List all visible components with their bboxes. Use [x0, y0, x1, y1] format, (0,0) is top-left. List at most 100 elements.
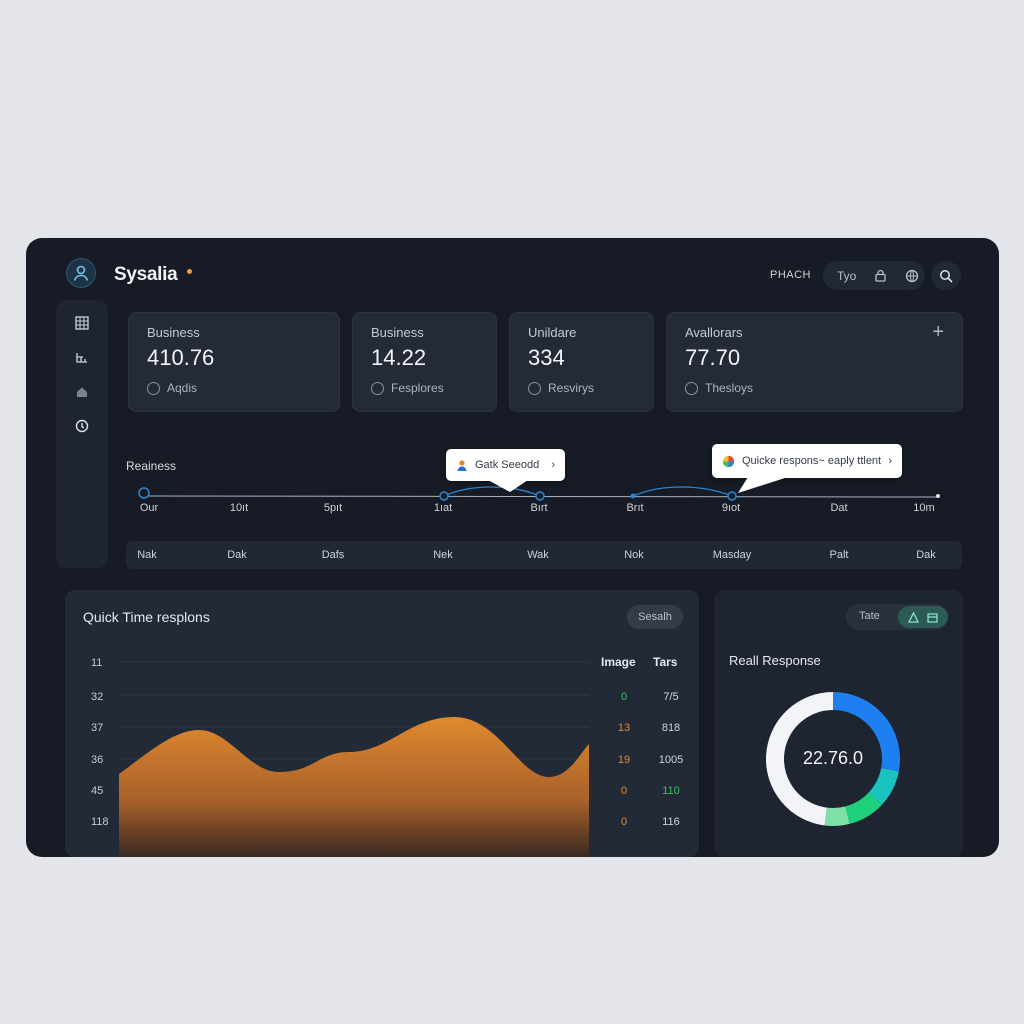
calendar-icon [927, 612, 938, 623]
chevron-right-icon: › [888, 455, 892, 467]
tooltip-text: Quicke respons~ eaply ttlent [742, 455, 882, 467]
add-button[interactable]: + [932, 321, 944, 343]
hierarchy-icon[interactable] [73, 349, 91, 367]
donut-center-value: 22.76.0 [803, 748, 863, 768]
card-value: 77.70 [685, 345, 741, 370]
top-pill[interactable]: Tyo [823, 261, 925, 290]
check-circle-icon [685, 381, 698, 395]
day-label[interactable]: Masday [712, 549, 752, 561]
table-cell-image: 19 [617, 754, 631, 766]
brand-dot [187, 269, 192, 274]
day-bar: Nak Dak Dafs Nek Wak Nok Masday Palt Dak [126, 541, 962, 569]
column-header-tars[interactable]: Tars [653, 655, 678, 669]
card-label: Avallorars [685, 325, 743, 340]
clock-icon[interactable] [73, 417, 91, 435]
tooltip-left-pointer [488, 480, 528, 492]
stat-card-1[interactable]: Business 410.76 Aqdis [128, 312, 340, 412]
table-cell-tars: 7/5 [663, 691, 679, 703]
card-value: 14.22 [371, 345, 427, 370]
column-header-image[interactable]: Image [601, 655, 636, 669]
table-cell-image: 13 [617, 722, 631, 734]
timeline-node[interactable] [439, 491, 449, 501]
colorful-logo-icon [722, 455, 735, 467]
timeline-tick: Brıt [626, 502, 644, 514]
card-label: Unildare [528, 325, 577, 340]
user-icon [73, 265, 89, 281]
day-label[interactable]: Nok [624, 549, 644, 561]
table-cell-tars: 116 [662, 816, 680, 828]
toggle-active[interactable] [898, 606, 948, 628]
day-label[interactable]: Wak [527, 549, 549, 561]
timeline-tick: 1ıat [433, 502, 453, 514]
search-button[interactable]: Sesalh [627, 605, 683, 629]
day-label[interactable]: Palt [829, 549, 849, 561]
timeline-tick: Our [139, 502, 159, 514]
timeline-title: Reainess [126, 459, 177, 473]
donut-segment-white[interactable] [766, 692, 834, 826]
globe-icon[interactable] [905, 269, 919, 283]
timeline-node[interactable] [936, 494, 940, 498]
person-icon [457, 460, 467, 471]
tooltip-right[interactable]: Quicke respons~ eaply ttlent › [712, 444, 902, 478]
y-axis-label: 118 [91, 816, 109, 828]
card-label: Business [371, 325, 424, 340]
day-label[interactable]: Dafs [321, 549, 345, 561]
timeline-tick: Bırt [530, 502, 548, 514]
search-icon [940, 269, 953, 282]
toggle-label[interactable]: Tate [859, 610, 880, 622]
timeline-node[interactable] [727, 491, 737, 501]
timeline-node[interactable] [630, 493, 636, 499]
brand-name: Sysalia [114, 264, 178, 285]
chevron-right-icon: › [551, 459, 555, 471]
donut-chart: 22.76.0 [766, 692, 900, 826]
stat-card-2[interactable]: Business 14.22 Fesplores [352, 312, 497, 412]
timeline-tick: 5pıt [323, 502, 343, 514]
timeline-tick: 10m [913, 502, 935, 514]
circle-icon [147, 381, 160, 395]
card-value: 410.76 [147, 345, 215, 370]
tooltip-text: Gatk Seeodd [475, 459, 540, 471]
card-value: 334 [528, 345, 565, 370]
timeline-tick: 10ıt [229, 502, 249, 514]
donut-segment-green[interactable] [844, 792, 882, 824]
y-axis-label: 32 [91, 691, 104, 703]
tooltip-right-pointer [738, 477, 788, 493]
card-label: Business [147, 325, 200, 340]
table-cell-image: 0 [620, 816, 628, 828]
donut-segment-teal[interactable] [868, 767, 899, 805]
day-label[interactable]: Dak [227, 549, 247, 561]
area-chart [119, 661, 589, 857]
y-axis-label: 36 [91, 754, 104, 766]
timeline-node[interactable] [138, 487, 150, 499]
table-cell-tars: 1005 [658, 754, 684, 766]
grid-icon[interactable] [73, 314, 91, 332]
lock-icon[interactable] [874, 269, 887, 282]
avatar[interactable] [66, 258, 96, 288]
table-cell-tars: 818 [661, 722, 681, 734]
stat-card-3[interactable]: Unildare 334 Resvirys [509, 312, 654, 412]
donut-segment-light-green[interactable] [824, 806, 850, 826]
view-toggle[interactable]: Tate [846, 604, 948, 630]
card-subtitle: Fesplores [371, 381, 444, 395]
search-button[interactable] [931, 261, 961, 290]
day-label[interactable]: Dak [916, 549, 936, 561]
quick-time-panel: Quick Time resplons Sesalh 11 32 [65, 590, 699, 857]
person-icon [908, 611, 919, 623]
sidebar [56, 300, 108, 568]
area-series [119, 717, 589, 857]
home-icon[interactable] [73, 383, 91, 401]
donut-segment-blue[interactable] [832, 692, 900, 772]
day-label[interactable]: Nak [137, 549, 157, 561]
tooltip-left[interactable]: Gatk Seeodd › [446, 449, 565, 481]
stat-card-4[interactable]: Avallorars 77.70 Thesloys + [666, 312, 963, 412]
timeline-track [138, 486, 940, 501]
day-label[interactable]: Nek [433, 549, 453, 561]
pill-text[interactable]: Tyo [837, 268, 857, 283]
top-label[interactable]: PHACH [770, 269, 812, 281]
y-axis-label: 37 [91, 722, 104, 734]
timeline-node[interactable] [535, 491, 545, 501]
y-axis-label: 11 [91, 657, 103, 669]
card-subtitle: Thesloys [685, 381, 753, 395]
check-circle-icon [528, 381, 541, 395]
card-subtitle: Resvirys [528, 381, 594, 395]
